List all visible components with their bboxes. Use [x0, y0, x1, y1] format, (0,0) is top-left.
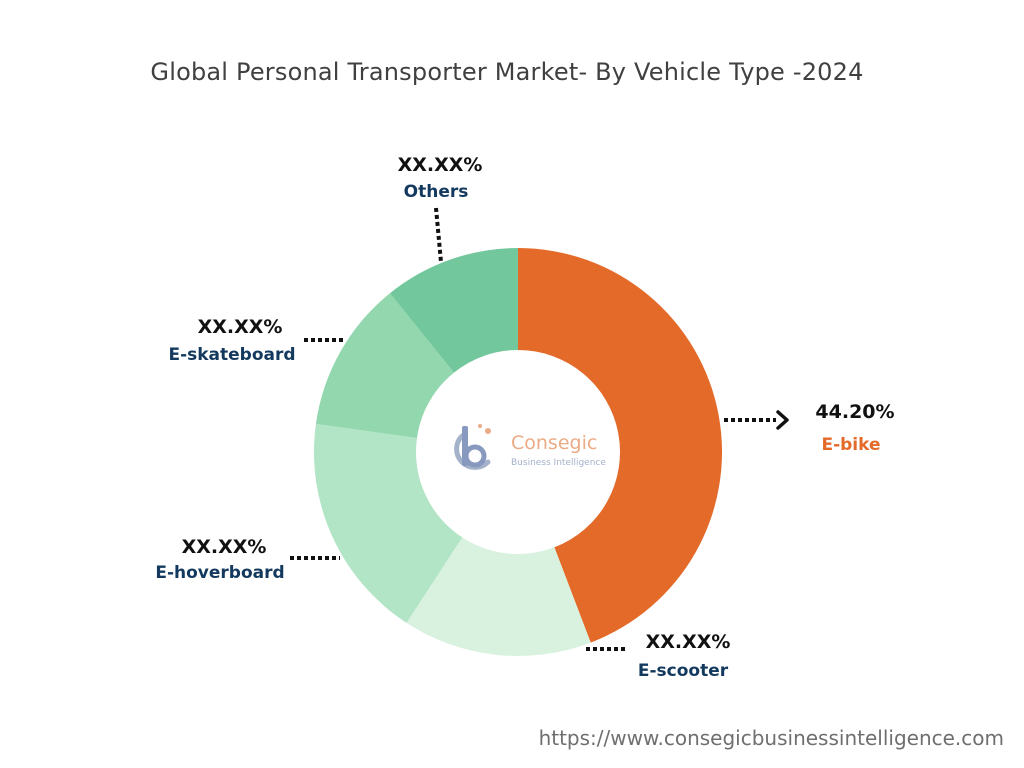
logo-dot-icon	[478, 424, 482, 428]
data-label-value: 44.20%	[815, 401, 894, 423]
data-label-category: E-skateboard	[168, 345, 295, 365]
data-label-value: XX.XX%	[646, 631, 731, 653]
data-label-category: E-bike	[821, 435, 880, 455]
slice-e-hoverboard	[314, 423, 463, 623]
slice-others	[389, 248, 518, 373]
data-label-value: XX.XX%	[198, 316, 283, 338]
donut-slices	[314, 248, 723, 656]
leader-lines	[290, 207, 789, 651]
slice-e-skateboard	[315, 293, 454, 438]
slice-e-bike	[518, 248, 723, 643]
chart-title: Global Personal Transporter Market- By V…	[150, 58, 864, 86]
data-label-category: Others	[404, 182, 469, 202]
data-label-value: XX.XX%	[398, 154, 483, 176]
logo-dot-icon	[485, 428, 491, 434]
slice-e-scooter	[406, 537, 591, 656]
data-label-category: E-hoverboard	[155, 563, 284, 583]
data-label-value: XX.XX%	[182, 536, 267, 558]
logo-b-bowl-icon	[463, 444, 487, 468]
logo-name: Consegic	[511, 432, 597, 454]
leader-line	[434, 207, 443, 263]
footer-url: https://www.consegicbusinessintelligence…	[538, 726, 1004, 750]
logo-tagline: Business Intelligence	[511, 458, 606, 468]
data-label-category: E-scooter	[638, 661, 729, 681]
slice-labels: 44.20% E-bike XX.XX% E-scooter XX.XX% E-hover…	[155, 154, 894, 681]
consegic-logo: Consegic Business Intelligence	[454, 424, 606, 470]
arrow-right-icon	[776, 410, 789, 430]
